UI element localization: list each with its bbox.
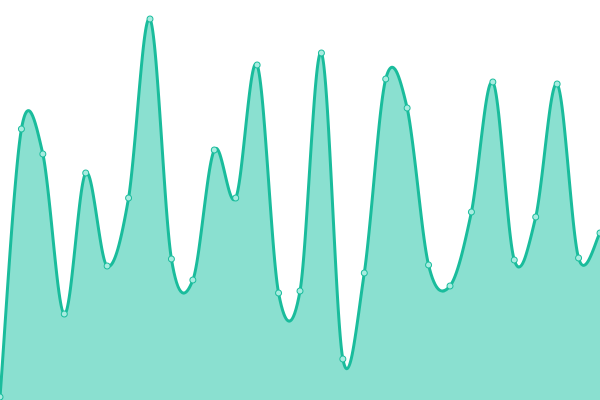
data-point-6 [125,194,133,202]
data-point-8 [167,255,175,263]
data-point-15 [317,49,325,57]
data-point-16 [339,355,347,363]
area-fill [0,18,600,400]
data-point-2 [39,150,47,158]
data-point-26 [553,80,561,88]
data-point-13 [275,289,283,297]
data-point-27 [575,254,583,262]
data-point-17 [360,269,368,277]
data-point-0 [0,393,4,400]
data-point-23 [489,78,497,86]
data-points [0,15,600,400]
data-point-28 [596,229,600,237]
data-point-12 [253,61,261,69]
data-point-10 [210,146,218,154]
data-point-7 [146,15,154,23]
data-point-14 [296,287,304,295]
data-point-1 [17,125,25,133]
data-point-19 [403,104,411,112]
data-point-4 [82,169,90,177]
data-point-3 [60,310,68,318]
data-point-11 [232,194,240,202]
data-point-21 [446,282,454,290]
data-point-9 [189,276,197,284]
data-point-5 [103,262,111,270]
data-point-25 [532,213,540,221]
data-point-20 [425,261,433,269]
data-point-24 [510,256,518,264]
data-point-18 [382,75,390,83]
data-point-22 [467,208,475,216]
